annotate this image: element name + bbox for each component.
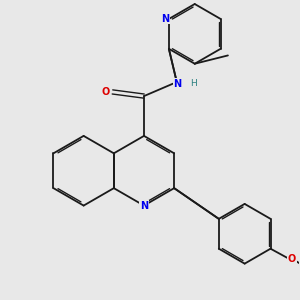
Text: N: N: [173, 79, 181, 88]
Text: O: O: [102, 87, 110, 97]
Text: N: N: [140, 201, 148, 211]
Text: N: N: [161, 14, 169, 24]
Text: O: O: [288, 254, 296, 264]
Text: H: H: [190, 79, 197, 88]
